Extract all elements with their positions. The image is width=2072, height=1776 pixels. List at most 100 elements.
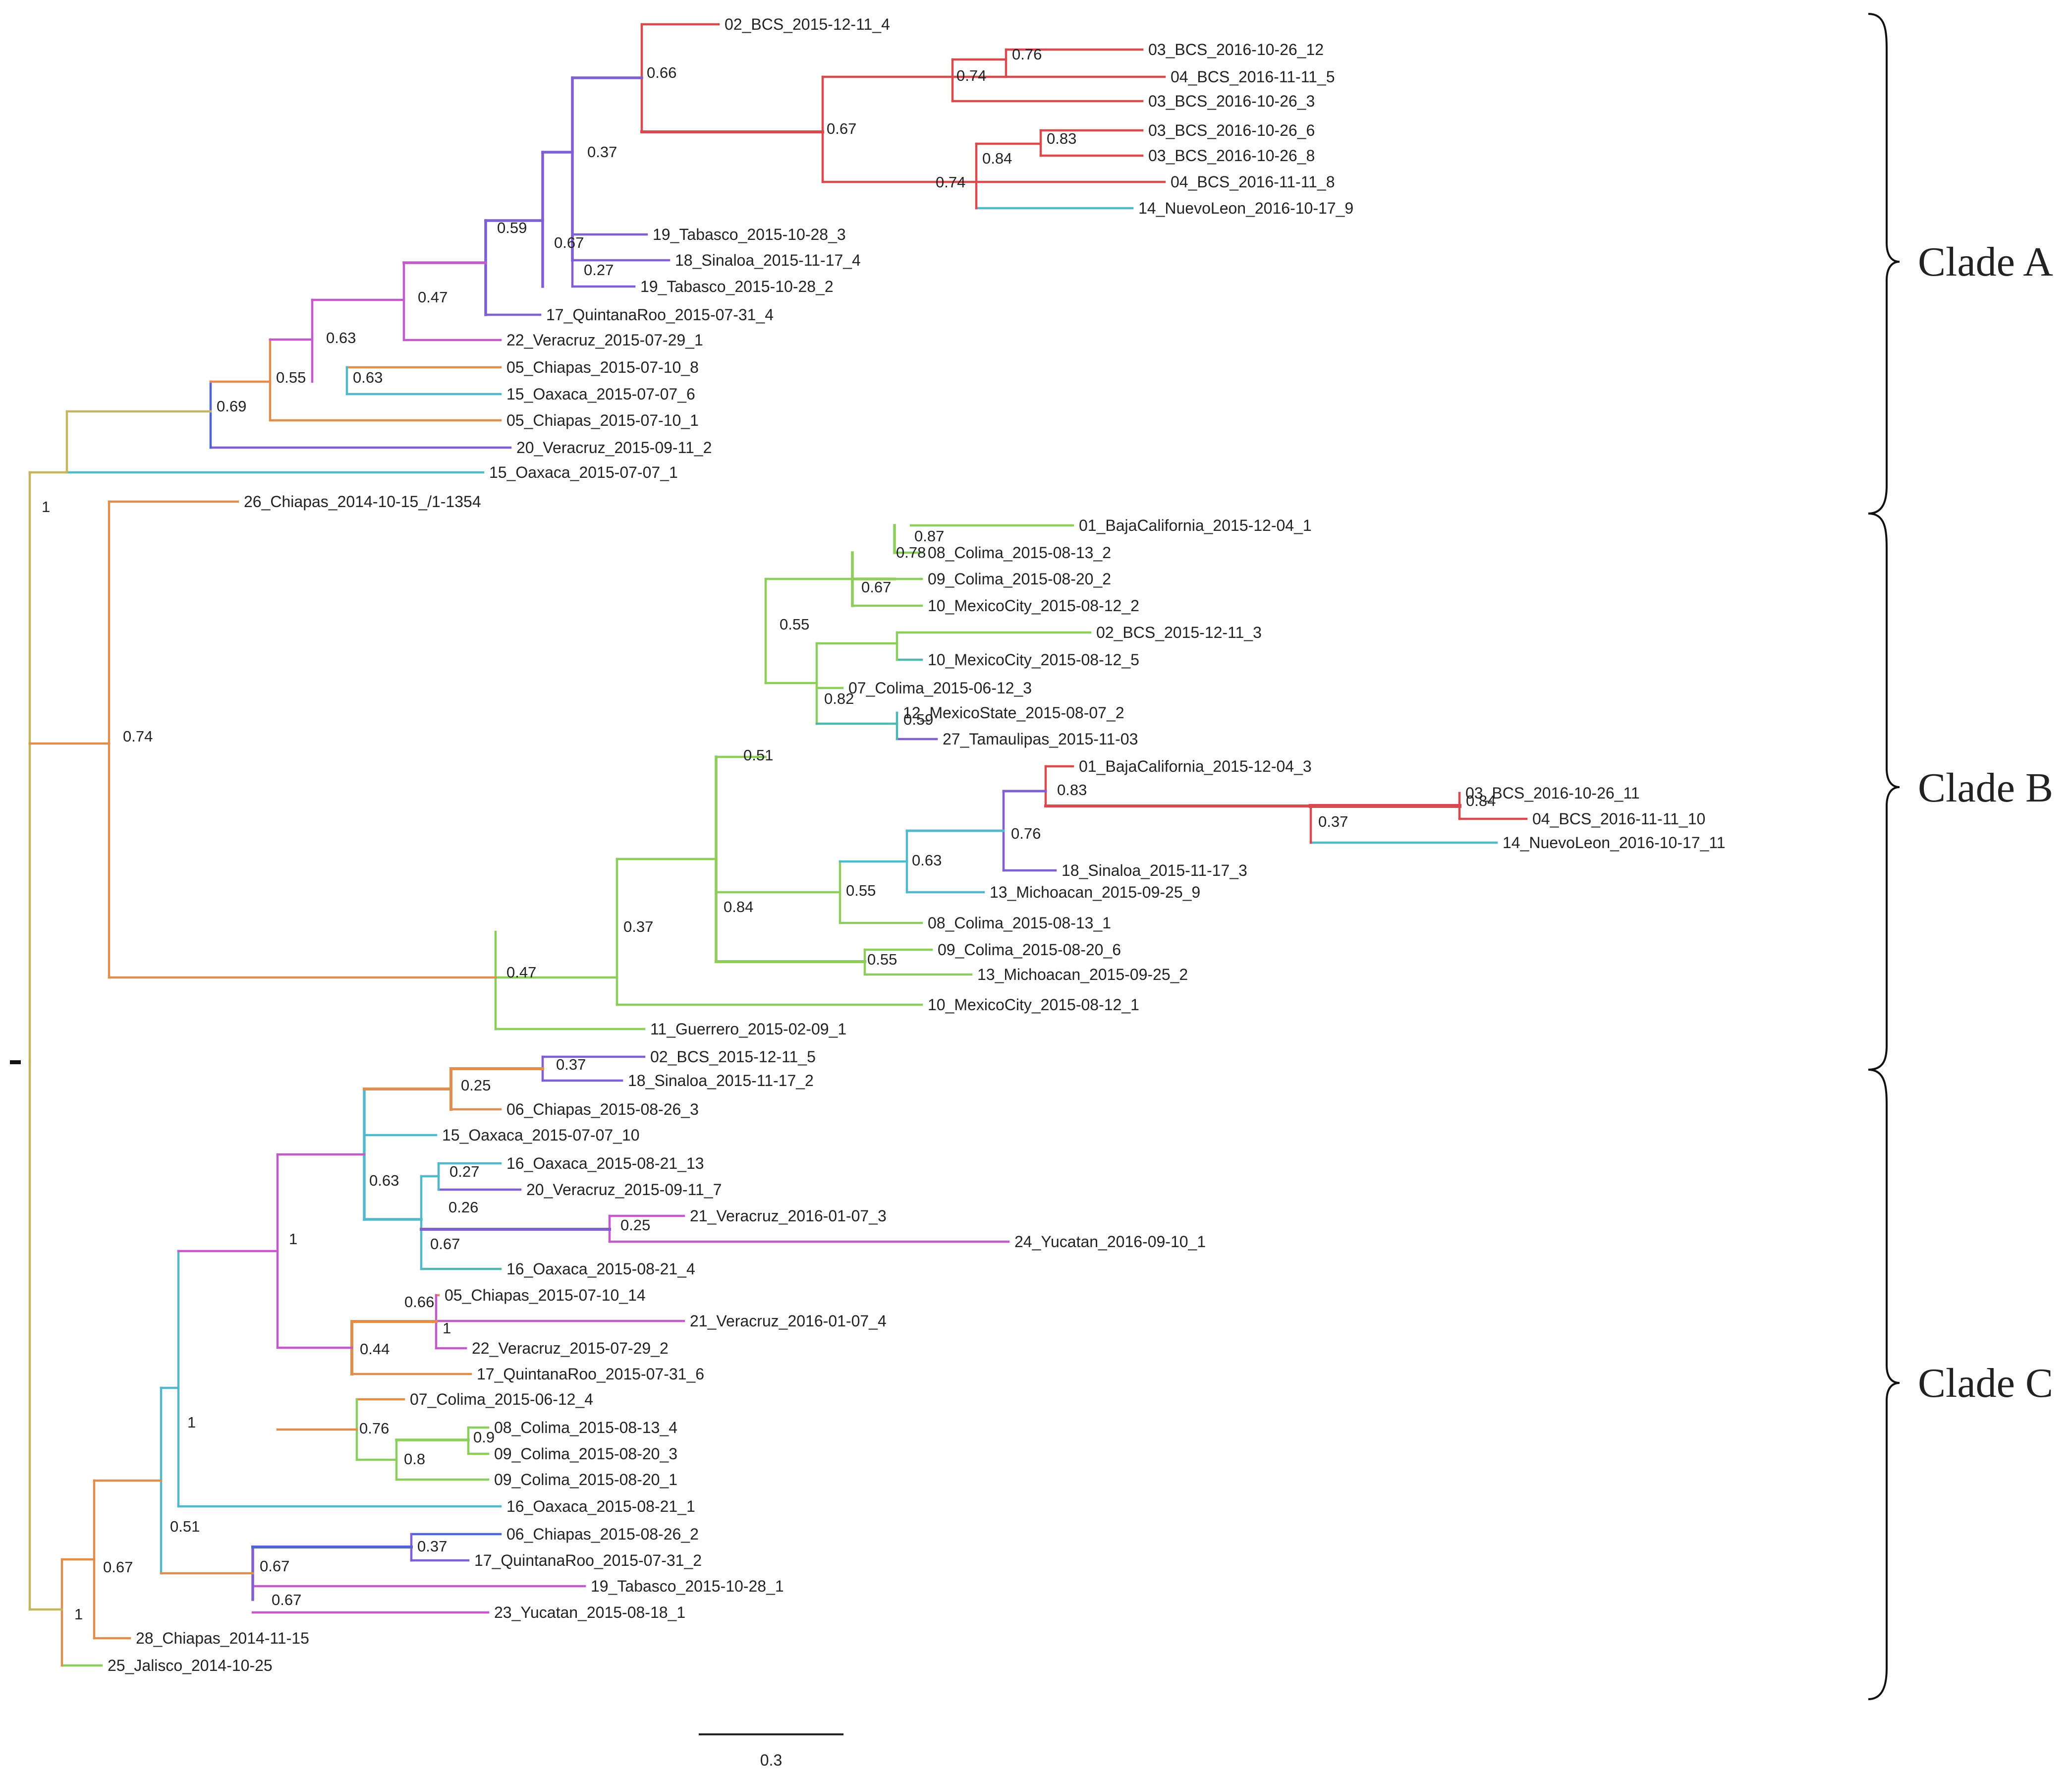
- leaf-label: 07_Colima_2015-06-12_4: [410, 1390, 593, 1408]
- support-value: 0.47: [506, 964, 536, 981]
- leaf-label: 01_BajaCalifornia_2015-12-04_3: [1079, 757, 1312, 775]
- leaf-label: 09_Colima_2015-08-20_1: [494, 1471, 677, 1489]
- leaf-label: 17_QuintanaRoo_2015-07-31_2: [474, 1551, 702, 1569]
- support-value: 0.84: [982, 150, 1012, 167]
- leaf-label: 06_Chiapas_2015-08-26_3: [506, 1100, 699, 1118]
- support-value: 0.67: [103, 1558, 133, 1576]
- support-value: 0.55: [846, 882, 876, 899]
- leaf-label: 05_Chiapas_2015-07-10_14: [445, 1286, 646, 1304]
- leaf-label: 19_Tabasco_2015-10-28_1: [591, 1577, 784, 1595]
- support-value: 0.44: [360, 1340, 390, 1358]
- support-value: 0.37: [623, 918, 653, 935]
- support-value: 0.59: [903, 711, 933, 728]
- support-value: 0.87: [914, 527, 944, 545]
- support-value: 0.67: [430, 1235, 460, 1253]
- support-value: 0.67: [827, 120, 856, 137]
- support-value: 1: [289, 1230, 297, 1248]
- leaf-label: 19_Tabasco_2015-10-28_2: [640, 278, 834, 295]
- leaf-label: 03_BCS_2016-10-26_11: [1465, 784, 1640, 802]
- support-value: 0.59: [497, 219, 527, 236]
- support-value: 0.26: [448, 1199, 478, 1216]
- support-value: 0.84: [1466, 792, 1496, 809]
- leaf-label: 10_MexicoCity_2015-08-12_2: [928, 597, 1139, 615]
- leaf-label: 21_Veracruz_2016-01-07_4: [690, 1312, 887, 1330]
- support-value: 0.83: [1047, 130, 1076, 147]
- leaf-label: 12_MexicoState_2015-08-07_2: [903, 704, 1124, 722]
- leaf-label: 14_NuevoLeon_2016-10-17_9: [1138, 199, 1353, 217]
- leaf-label: 04_BCS_2016-11-11_10: [1532, 810, 1705, 828]
- leaf-label: 15_Oaxaca_2015-07-07_1: [489, 463, 678, 481]
- support-value: 0.8: [404, 1450, 425, 1468]
- leaf-label: 24_Yucatan_2016-09-10_1: [1014, 1233, 1206, 1251]
- leaf-label: 16_Oaxaca_2015-08-21_1: [506, 1497, 695, 1515]
- support-value: 0.25: [620, 1216, 650, 1234]
- support-value: 0.74: [956, 67, 986, 84]
- leaf-label: 02_BCS_2015-12-11_3: [1096, 624, 1262, 641]
- support-value: 0.63: [353, 369, 383, 386]
- support-value: 0.25: [461, 1077, 491, 1094]
- leaf-label: 19_Tabasco_2015-10-28_3: [653, 226, 846, 243]
- clade-b-bracket: [1868, 513, 1900, 1071]
- support-value: 0.74: [123, 728, 153, 745]
- support-value: 0.74: [936, 173, 965, 191]
- leaf-label: 08_Colima_2015-08-13_2: [928, 544, 1111, 562]
- support-value: 0.63: [369, 1172, 399, 1189]
- leaf-label: 18_Sinaloa_2015-11-17_2: [628, 1072, 814, 1089]
- leaf-label: 21_Veracruz_2016-01-07_3: [690, 1207, 887, 1225]
- support-value: 0.27: [449, 1163, 479, 1180]
- clade-a-label: Clade A: [1918, 239, 2053, 285]
- leaf-label: 16_Oaxaca_2015-08-21_13: [506, 1154, 704, 1172]
- support-value: 0.67: [272, 1591, 301, 1608]
- leaf-label: 11_Guerrero_2015-02-09_1: [650, 1020, 846, 1038]
- leaf-label: 18_Sinaloa_2015-11-17_3: [1062, 861, 1247, 879]
- support-value: 1: [42, 498, 50, 516]
- leaf-label: 03_BCS_2016-10-26_6: [1148, 121, 1315, 139]
- leaf-label: 13_Michoacan_2015-09-25_9: [990, 883, 1200, 901]
- scale-bar-label: 0.3: [760, 1751, 782, 1769]
- support-value: 1: [74, 1605, 83, 1623]
- support-value: 0.63: [326, 329, 356, 346]
- support-value: 0.76: [359, 1420, 389, 1437]
- leaf-label: 06_Chiapas_2015-08-26_2: [506, 1525, 699, 1543]
- support-value: 1: [187, 1414, 196, 1431]
- support-value: 0.27: [584, 261, 614, 279]
- leaf-label: 01_BajaCalifornia_2015-12-04_1: [1079, 516, 1312, 534]
- leaf-label: 02_BCS_2015-12-11_4: [725, 15, 890, 33]
- leaf-label: 03_BCS_2016-10-26_3: [1148, 92, 1315, 110]
- support-value: 0.82: [824, 690, 854, 707]
- support-value: 0.55: [867, 951, 897, 968]
- leaf-label: 13_Michoacan_2015-09-25_2: [977, 966, 1188, 983]
- clade-a-bracket: [1868, 13, 1900, 515]
- leaf-label: 07_Colima_2015-06-12_3: [848, 679, 1032, 697]
- leaf-label: 23_Yucatan_2015-08-18_1: [494, 1604, 685, 1621]
- clade-c-bracket: [1868, 1069, 1900, 1700]
- leaf-label: 02_BCS_2015-12-11_5: [650, 1048, 816, 1066]
- support-value: 0.66: [647, 64, 676, 81]
- clade-c-label: Clade C: [1918, 1360, 2053, 1406]
- support-value: 0.47: [418, 288, 448, 306]
- leaf-label: 04_BCS_2016-11-11_5: [1171, 68, 1335, 86]
- leaf-label: 17_QuintanaRoo_2015-07-31_6: [477, 1365, 704, 1383]
- support-value: 0.37: [556, 1056, 586, 1073]
- leaf-label: 17_QuintanaRoo_2015-07-31_4: [546, 306, 774, 324]
- leaf-label: 20_Veracruz_2015-09-11_7: [526, 1181, 722, 1199]
- support-value: 0.55: [276, 369, 306, 386]
- leaf-label: 09_Colima_2015-08-20_3: [494, 1445, 677, 1463]
- leaf-label: 16_Oaxaca_2015-08-21_4: [506, 1260, 695, 1278]
- leaf-label: 15_Oaxaca_2015-07-07_10: [442, 1126, 640, 1144]
- support-value: 1: [443, 1319, 451, 1337]
- support-value: 0.67: [260, 1557, 289, 1575]
- support-value: 0.76: [1011, 825, 1041, 842]
- support-value: 0.84: [724, 898, 753, 916]
- leaf-label: 28_Chiapas_2014-11-15: [136, 1629, 309, 1647]
- support-value: 0.67: [554, 234, 584, 251]
- leaf-label: 14_NuevoLeon_2016-10-17_11: [1503, 834, 1726, 852]
- leaf-label: 09_Colima_2015-08-20_2: [928, 570, 1111, 588]
- support-value: 0.37: [417, 1538, 447, 1555]
- leaf-label: 22_Veracruz_2015-07-29_1: [506, 331, 703, 349]
- leaf-label: 04_BCS_2016-11-11_8: [1171, 173, 1335, 191]
- tree-support-values: 0.66 0.76 0.74 0.67 0.83 0.84 0.74 0.37 0.67 0.59…: [42, 46, 1496, 1623]
- leaf-label: 10_MexicoCity_2015-08-12_1: [928, 996, 1139, 1014]
- leaf-label: 27_Tamaulipas_2015-11-03: [943, 730, 1138, 748]
